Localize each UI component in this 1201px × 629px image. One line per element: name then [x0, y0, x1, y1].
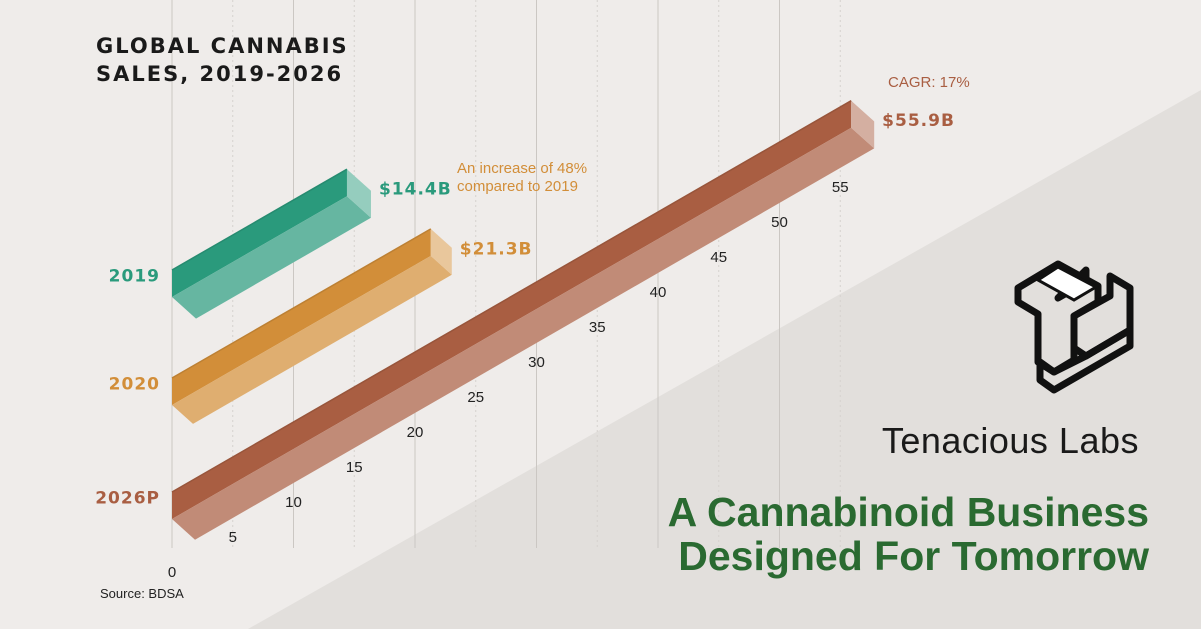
- annotation-cagr: CAGR: 17%: [888, 74, 970, 91]
- brand-tagline: A Cannabinoid Business Designed For Tomo…: [668, 490, 1149, 578]
- bar-under-face: [172, 127, 875, 540]
- value-label: $55.9B: [882, 111, 955, 131]
- chart-bars: [171, 100, 875, 540]
- x-tick-label: 20: [407, 424, 424, 441]
- chart-tick-labels: 0 5 10 15 20 25 30 35 40 45 50 55: [168, 179, 849, 581]
- x-tick-label: 55: [832, 179, 849, 196]
- bar-under-face: [172, 255, 452, 424]
- x-tick-label: 45: [710, 249, 727, 266]
- brand-name: Tenacious Labs: [881, 420, 1139, 461]
- bar-front-face: [172, 169, 347, 297]
- x-tick-label: 5: [229, 529, 237, 546]
- tagline-line-1: A Cannabinoid Business: [667, 489, 1149, 535]
- x-tick-label: 25: [467, 389, 484, 406]
- chart-title: GLOBAL CANNABIS SALES, 2019-2026: [96, 34, 349, 86]
- bar-end-cap: [346, 169, 371, 218]
- x-tick-label: 40: [650, 284, 667, 301]
- category-label: 2026P: [95, 489, 160, 509]
- tagline-line-2: Designed For Tomorrow: [678, 533, 1149, 579]
- bar-end-cap: [430, 228, 452, 275]
- bar-front-face: [172, 100, 852, 519]
- x-tick-label: 50: [771, 214, 788, 231]
- bar-edge: [171, 168, 348, 271]
- bar-front-face: [172, 228, 431, 405]
- value-label: $21.3B: [460, 239, 533, 259]
- value-label: $14.4B: [379, 180, 452, 200]
- source-note: Source: BDSA: [100, 586, 184, 601]
- background-diagonal-band: [248, 90, 1201, 629]
- tl-isometric-logo-icon: [1014, 260, 1134, 394]
- category-label: 2019: [109, 267, 160, 287]
- bar-under-face: [172, 196, 371, 319]
- annotation-increase: An increase of 48% compared to 2019: [457, 160, 587, 195]
- bar-edge: [171, 228, 432, 379]
- chart-labels: 2019 $14.4B 2020 $21.3B 2026P $55.9B An increa…: [95, 74, 969, 509]
- x-tick-label: 10: [285, 494, 302, 511]
- x-tick-label: 0: [168, 564, 176, 581]
- x-tick-label: 15: [346, 459, 363, 476]
- x-tick-label: 35: [589, 319, 606, 336]
- category-label: 2020: [109, 375, 160, 395]
- x-tick-label: 30: [528, 354, 545, 371]
- bar-end-cap: [851, 100, 875, 149]
- bar-edge: [171, 100, 852, 493]
